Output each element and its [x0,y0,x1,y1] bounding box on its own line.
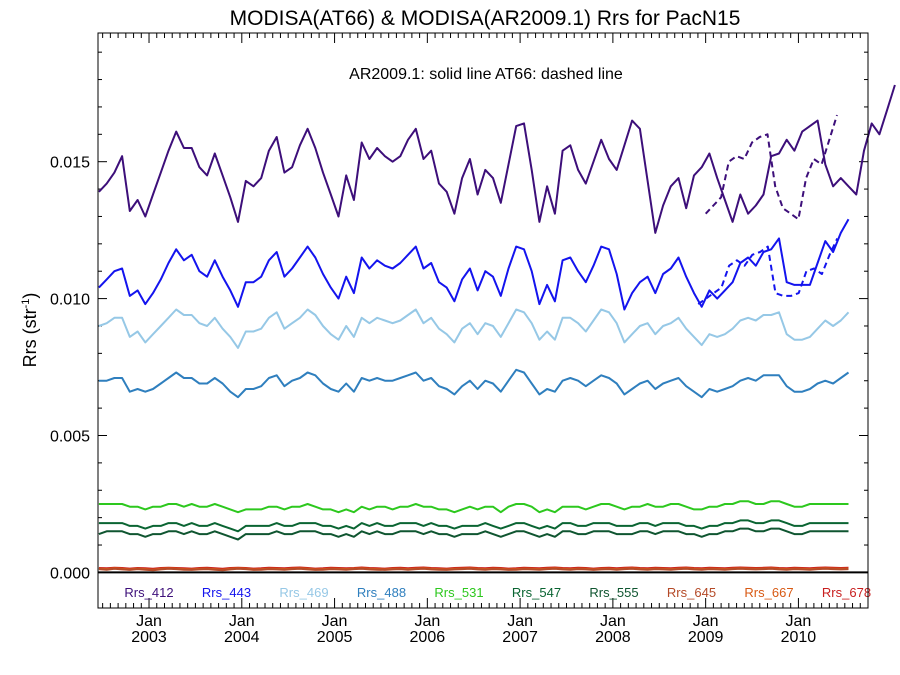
x-tick-label: 2005 [317,629,353,646]
legend-item-rrs-412: Rrs_412 [124,585,173,600]
series-line-rrs-412 [98,84,896,234]
x-tick-label: 2010 [781,629,817,646]
y-tick-label: 0.015 [50,155,90,172]
y-axis-label-close: ) [20,293,40,299]
legend-item-rrs-645: Rrs_645 [667,585,716,600]
x-tick-month-label: Jan [229,613,255,630]
series-line-rrs-488 [98,368,850,399]
x-tick-month-label: Jan [136,613,162,630]
legend-item-rrs-555: Rrs_555 [589,585,638,600]
x-tick-label: 2008 [595,629,631,646]
x-tick-label: 2009 [688,629,724,646]
legend-item-rrs-678: Rrs_678 [822,585,871,600]
dashed-line-at66-rrs-443 [697,237,839,305]
x-tick-month-label: Jan [507,613,533,630]
y-axis-label: Rrs (str-1) [20,293,40,368]
x-tick-month-label: Jan [600,613,626,630]
x-tick-label: 2003 [131,629,167,646]
plot-area: 0.0000.0050.0100.015Jan2003Jan2004Jan200… [50,33,896,646]
series-line-rrs-645 [98,567,849,572]
x-tick-label: 2007 [502,629,538,646]
legend-item-rrs-469: Rrs_469 [279,585,328,600]
plot-frame [97,32,869,609]
legend-item-rrs-531: Rrs_531 [434,585,483,600]
dashed-line-at66-rrs-412 [704,114,838,221]
series-line-rrs-531 [98,500,849,514]
y-axis-label-text: Rrs (str [20,308,40,367]
chart-annotation: AR2009.1: solid line AT66: dashed line [349,66,623,83]
x-tick-month-label: Jan [786,613,812,630]
series-line-rrs-547 [98,519,849,533]
legend-item-rrs-443: Rrs_443 [202,585,251,600]
x-tick-label: 2006 [410,629,446,646]
legend-item-rrs-667: Rrs_667 [744,585,793,600]
legend-item-rrs-547: Rrs_547 [512,585,561,600]
y-axis-label-sup: -1 [20,299,32,309]
x-tick-label: 2004 [224,629,260,646]
y-tick-label: 0.005 [50,429,90,446]
series-line-rrs-469 [98,308,850,349]
series-line-rrs-555 [98,527,849,541]
y-tick-label: 0.000 [50,565,90,582]
x-tick-month-label: Jan [693,613,719,630]
legend-item-rrs-488: Rrs_488 [357,585,406,600]
x-tick-month-label: Jan [322,613,348,630]
y-tick-label: 0.010 [50,292,90,309]
series-line-rrs-443 [98,218,850,311]
chart-title: MODISA(AT66) & MODISA(AR2009.1) Rrs for … [230,7,741,30]
x-tick-month-label: Jan [414,613,440,630]
